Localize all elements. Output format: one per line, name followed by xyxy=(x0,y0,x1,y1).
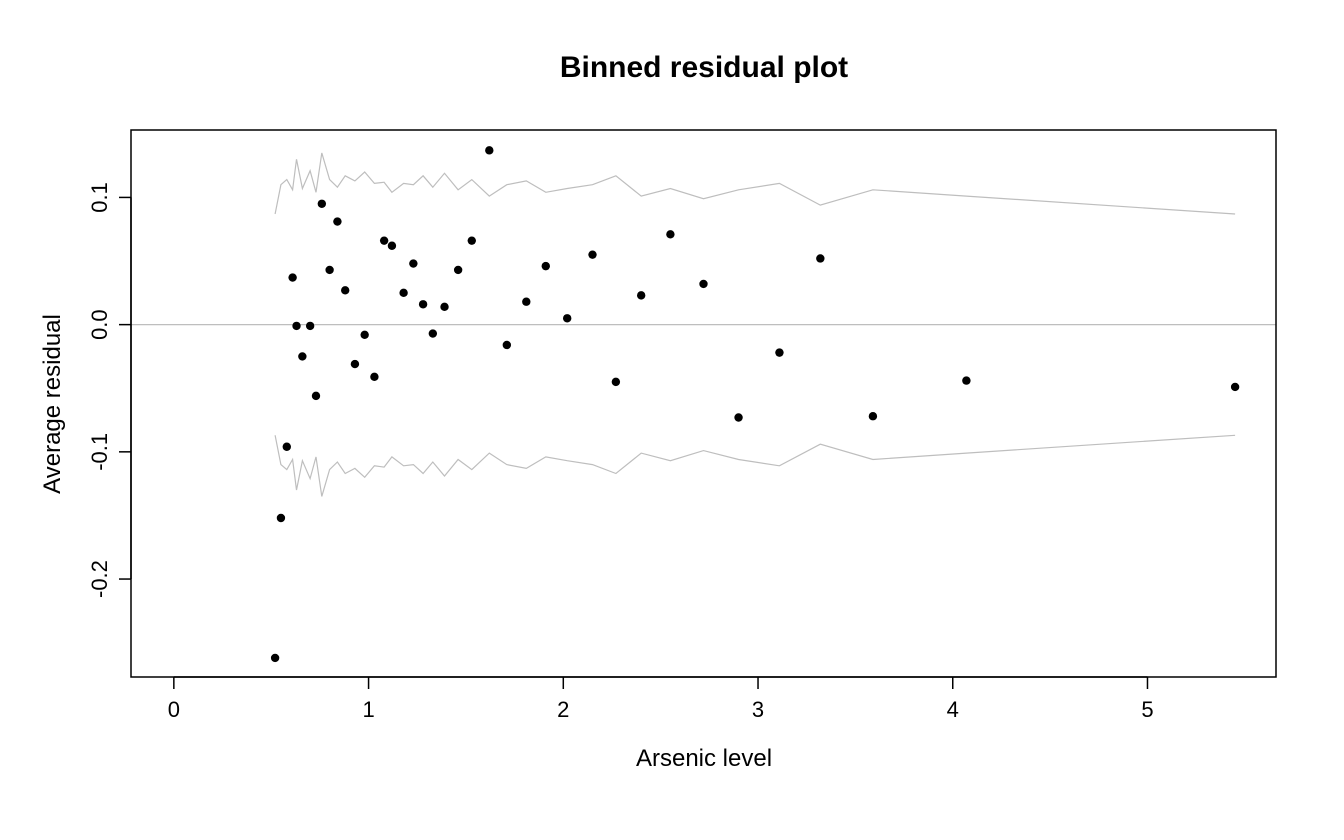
data-point xyxy=(611,377,621,387)
data-point xyxy=(350,359,360,369)
chart-title: Binned residual plot xyxy=(560,51,848,84)
data-point xyxy=(325,265,334,275)
x-tick-label: 4 xyxy=(947,697,959,722)
data-point xyxy=(276,513,286,523)
data-point xyxy=(370,372,379,381)
data-point xyxy=(467,236,476,245)
data-point xyxy=(379,236,389,245)
data-point xyxy=(541,261,550,271)
upper-bound-line xyxy=(274,152,1236,215)
data-point xyxy=(734,413,743,422)
y-axis-label: Average residual xyxy=(39,314,66,494)
y-tick-label: -0.1 xyxy=(87,433,112,471)
y-axis: -0.2 -0.1 0.0 0.1 xyxy=(87,182,132,598)
data-point xyxy=(418,300,428,309)
data-point xyxy=(317,199,327,208)
data-point xyxy=(270,653,280,663)
data-point xyxy=(298,352,307,361)
data-point xyxy=(360,330,369,340)
data-point xyxy=(1230,382,1240,392)
error-bounds xyxy=(274,152,1236,497)
data-point xyxy=(333,217,342,226)
data-point xyxy=(305,321,315,331)
data-point xyxy=(775,348,784,357)
data-point xyxy=(387,241,397,250)
data-point xyxy=(562,314,572,323)
data-point xyxy=(588,250,597,259)
data-points xyxy=(270,146,1240,663)
data-point xyxy=(502,340,512,350)
data-point xyxy=(341,286,350,295)
data-point xyxy=(666,230,675,239)
x-tick-label: 3 xyxy=(752,697,764,722)
data-point xyxy=(428,329,438,338)
lower-bound-line xyxy=(274,434,1236,497)
data-point xyxy=(440,302,449,312)
data-point xyxy=(962,376,971,385)
x-axis: 0 1 2 3 4 5 xyxy=(168,676,1154,722)
data-point xyxy=(292,321,301,331)
data-point xyxy=(282,442,291,451)
x-axis-label: Arsenic level xyxy=(636,745,772,772)
x-tick-label: 2 xyxy=(557,697,569,722)
y-tick-label: 0.0 xyxy=(87,309,112,340)
x-tick-label: 5 xyxy=(1141,697,1153,722)
data-point xyxy=(311,391,321,401)
plot-frame xyxy=(130,129,1277,678)
data-point xyxy=(868,412,878,421)
data-point xyxy=(699,279,708,289)
data-point xyxy=(399,288,408,298)
y-tick-label: -0.2 xyxy=(87,560,112,598)
x-tick-label: 1 xyxy=(362,697,374,722)
data-point xyxy=(453,265,463,275)
data-point xyxy=(409,259,418,268)
data-point xyxy=(636,291,646,300)
data-point xyxy=(522,297,531,306)
x-tick-label: 0 xyxy=(168,697,180,722)
data-point xyxy=(485,146,494,155)
data-point xyxy=(816,254,825,263)
y-tick-label: 0.1 xyxy=(87,182,112,213)
data-point xyxy=(288,273,297,282)
